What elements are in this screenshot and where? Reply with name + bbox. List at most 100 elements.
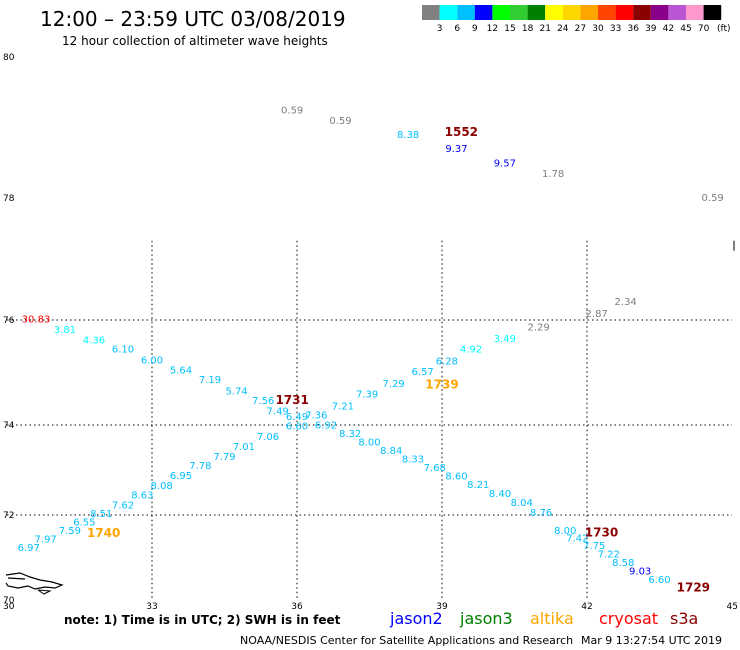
scale-swatch <box>650 5 669 20</box>
legend-s3a: s3a <box>670 609 698 628</box>
satellite-legend: jason2 jason3 altika cryosat s3a <box>389 609 698 628</box>
scale-label: 12 <box>487 24 498 34</box>
pass-time-label: 1729 <box>677 581 710 595</box>
scale-label: 27 <box>575 24 586 34</box>
scale-swatch <box>439 5 458 20</box>
scale-swatch <box>510 5 528 20</box>
wave-height-value: 8.32 <box>339 429 361 440</box>
pass-time-label: 1740 <box>87 526 120 540</box>
scale-swatch <box>492 5 510 20</box>
wave-height-values: 0.59 0.59 8.38 9.37 9.57 1.78 0.59 30.833.81 4.3… <box>18 105 724 586</box>
wave-height-value: 8.04 <box>511 498 533 509</box>
wave-height-value: 0.59 <box>702 193 724 204</box>
lat-label: 80 <box>3 53 15 63</box>
wave-height-value: 7.06 <box>257 432 279 443</box>
wave-height-value: 8.08 <box>151 481 173 492</box>
page-title: 12:00 – 23:59 UTC 03/08/2019 <box>40 7 346 31</box>
wave-height-value: 3.81 <box>54 325 76 336</box>
wave-height-value: 7.62 <box>112 500 134 511</box>
scale-label: 6 <box>454 24 460 34</box>
scale-label: 3 <box>437 24 443 34</box>
wave-height-value: 6.49 <box>286 412 308 423</box>
wave-height-value: 7.59 <box>59 526 81 537</box>
wave-height-value: 7.22 <box>598 550 620 561</box>
wave-height-value: 6.57 <box>412 367 434 378</box>
scale-label: 21 <box>539 24 550 34</box>
lon-label: 39 <box>436 602 448 612</box>
lon-label: 36 <box>291 602 303 612</box>
scale-swatch <box>422 5 440 20</box>
wave-height-value: 2.29 <box>528 323 550 334</box>
wave-height-value: 8.76 <box>530 508 552 519</box>
page-subtitle: 12 hour collection of altimeter wave hei… <box>62 34 328 48</box>
scale-swatch <box>633 5 651 20</box>
legend-cryosat: cryosat <box>599 609 658 628</box>
wave-height-value: 7.19 <box>199 375 221 386</box>
wave-height-value: 8.00 <box>358 438 380 449</box>
scale-label: 18 <box>522 24 534 34</box>
note-text: note: 1) Time is in UTC; 2) SWH is in fe… <box>64 613 341 627</box>
scale-label: 24 <box>557 24 569 34</box>
lat-label: 72 <box>3 511 14 521</box>
scale-swatch <box>686 5 704 20</box>
wave-height-value: 6.00 <box>141 356 163 367</box>
wave-height-value: 7.56 <box>252 396 274 407</box>
wave-height-value: 8.00 <box>554 526 576 537</box>
wave-height-value: 8.84 <box>380 446 402 457</box>
wave-height-value: 6.95 <box>170 471 192 482</box>
lat-label: 78 <box>3 194 15 204</box>
wave-height-value: 8.38 <box>397 130 419 141</box>
lon-label: 33 <box>146 602 157 612</box>
wave-height-value: 7.42 <box>566 533 588 544</box>
coastline <box>5 572 64 595</box>
wave-height-value: 6.10 <box>112 345 134 356</box>
pass-time-label: 1730 <box>585 525 618 539</box>
lat-label: 70 <box>3 596 15 606</box>
scale-swatch <box>562 5 581 20</box>
wave-height-value: 7.97 <box>35 535 57 546</box>
wave-height-value: 0.59 <box>281 105 303 116</box>
scale-label: 36 <box>627 24 639 34</box>
wave-height-value: 8.58 <box>612 558 634 569</box>
wave-height-value: 7.75 <box>583 541 605 552</box>
wave-height-value: 7.49 <box>267 407 289 418</box>
wave-height-value: 5.64 <box>170 366 192 377</box>
scale-label: 39 <box>645 24 657 34</box>
scale-label: 45 <box>680 24 691 34</box>
wave-height-value: 9.57 <box>494 158 516 169</box>
legend-altika: altika <box>530 609 574 628</box>
wave-height-value: 8.51 <box>90 509 112 520</box>
wave-height-value: 7.21 <box>332 401 354 412</box>
scale-swatch <box>703 5 722 20</box>
wave-height-value: 30.83 <box>22 315 51 326</box>
credit-text: NOAA/NESDIS Center for Satellite Applica… <box>240 634 573 647</box>
wave-height-value: 6.60 <box>648 575 670 586</box>
wave-height-value: 3.49 <box>494 334 516 345</box>
scale-label: 15 <box>504 24 515 34</box>
scale-swatch <box>598 5 616 20</box>
wave-height-value: 7.39 <box>356 390 378 401</box>
wave-height-value: 6.60 <box>286 422 308 433</box>
wave-height-value: 4.36 <box>83 336 105 347</box>
scale-unit: (ft) <box>717 24 731 34</box>
legend-jason3: jason3 <box>459 609 513 628</box>
lon-label: 45 <box>727 602 738 612</box>
scale-swatch <box>580 5 598 20</box>
lat-label: 74 <box>3 421 15 431</box>
wave-height-value: 9.37 <box>445 144 467 155</box>
scale-swatch <box>474 5 493 20</box>
lat-label: 76 <box>3 316 15 326</box>
scale-swatch <box>615 5 634 20</box>
wave-height-value: 0.59 <box>329 116 351 127</box>
wave-height-value: 7.01 <box>233 442 255 453</box>
wave-height-value: 7.36 <box>305 411 327 422</box>
lon-label: 30 <box>3 602 15 612</box>
wave-height-value: 6.97 <box>18 543 40 554</box>
scale-label: 9 <box>472 24 478 34</box>
pass-time-label: 1731 <box>275 393 308 407</box>
wave-height-value: 2.87 <box>586 309 608 320</box>
timestamp-text: Mar 9 13:27:54 UTC 2019 <box>581 634 722 647</box>
wave-height-value: 6.28 <box>436 357 458 368</box>
